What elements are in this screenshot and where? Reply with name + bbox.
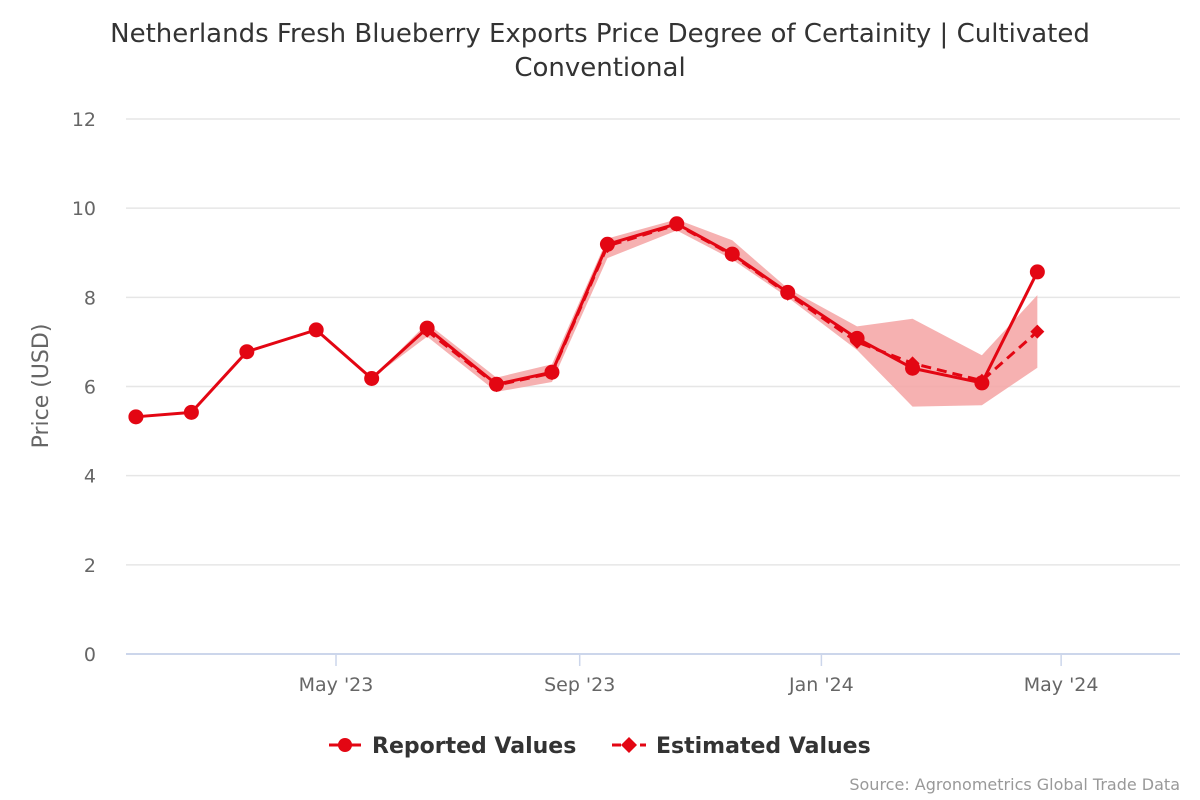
legend: Reported Values Estimated Values xyxy=(329,734,871,759)
y-tick-label: 6 xyxy=(84,377,96,399)
chart-title-line1: Netherlands Fresh Blueberry Exports Pric… xyxy=(110,19,1090,49)
reported-point[interactable] xyxy=(544,364,560,380)
reported-point[interactable] xyxy=(974,375,990,391)
legend-item-reported[interactable]: Reported Values xyxy=(329,734,576,759)
x-tick-label: May '24 xyxy=(1024,674,1099,696)
y-tick-label: 4 xyxy=(84,466,96,488)
y-tick-label: 0 xyxy=(84,644,96,666)
source-credit: Source: Agronometrics Global Trade Data xyxy=(849,775,1180,794)
reported-point[interactable] xyxy=(1029,264,1045,280)
y-axis-ticks: 0 2 4 6 8 10 12 xyxy=(72,109,96,666)
series-markers xyxy=(128,216,1045,425)
reported-point[interactable] xyxy=(364,370,380,386)
chart-title-line2: Conventional xyxy=(514,53,685,83)
x-tick-label: Sep '23 xyxy=(544,674,615,696)
y-tick-label: 2 xyxy=(84,555,96,577)
y-tick-label: 8 xyxy=(84,287,96,309)
legend-estimated-label: Estimated Values xyxy=(656,734,871,759)
reported-point[interactable] xyxy=(183,404,199,420)
x-tick-label: May '23 xyxy=(299,674,374,696)
reported-point[interactable] xyxy=(905,360,921,376)
reported-point[interactable] xyxy=(669,216,685,232)
legend-item-estimated[interactable]: Estimated Values xyxy=(612,734,871,759)
reported-values-line xyxy=(135,222,1039,419)
grid-lines xyxy=(126,118,1180,655)
legend-reported-marker xyxy=(338,738,352,752)
certainty-band xyxy=(371,219,1038,407)
y-axis-title: Price (USD) xyxy=(29,324,54,449)
y-tick-label: 12 xyxy=(72,109,96,131)
x-tick-label: Jan '24 xyxy=(788,674,854,696)
x-axis-ticks: May '23 Sep '23 Jan '24 May '24 xyxy=(299,654,1099,696)
reported-point[interactable] xyxy=(308,322,324,338)
certainty-band-area xyxy=(371,219,1038,407)
reported-point[interactable] xyxy=(239,344,255,360)
legend-reported-label: Reported Values xyxy=(372,734,576,759)
reported-point[interactable] xyxy=(128,409,144,425)
reported-point[interactable] xyxy=(780,284,796,300)
reported-point[interactable] xyxy=(849,330,865,346)
reported-point[interactable] xyxy=(488,376,504,392)
legend-estimated-marker xyxy=(621,737,637,753)
reported-point[interactable] xyxy=(419,320,435,336)
estimated-point[interactable] xyxy=(1030,324,1045,339)
reported-point[interactable] xyxy=(599,236,615,252)
y-tick-label: 10 xyxy=(72,198,96,220)
reported-point[interactable] xyxy=(724,246,740,262)
